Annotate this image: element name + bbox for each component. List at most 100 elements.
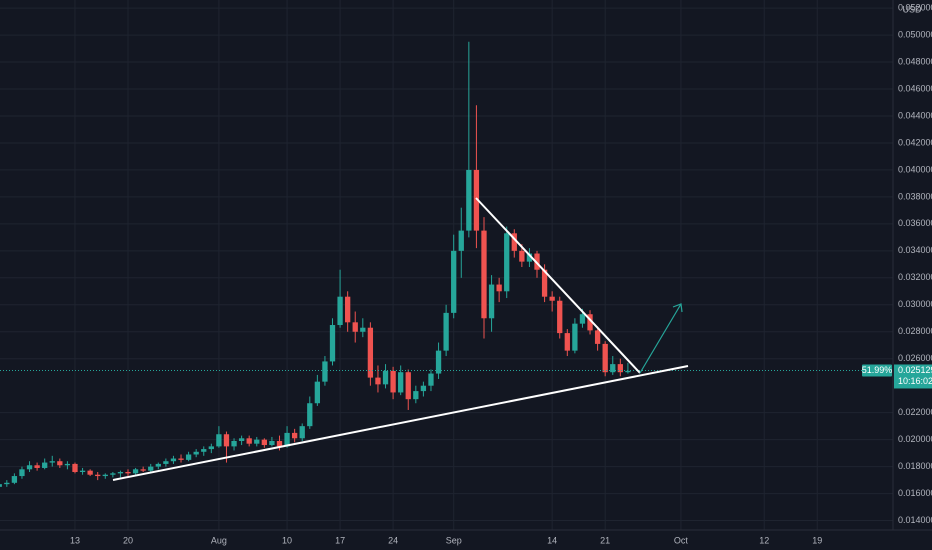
projection-arrow [639, 303, 682, 374]
candle-body [549, 296, 555, 301]
y-tick-label: 0.050000 [898, 29, 932, 39]
candle-body [238, 438, 245, 441]
candle-body [504, 233, 510, 292]
candle-body [125, 472, 131, 474]
y-tick-label: 0.036000 [898, 218, 932, 228]
currency-label: USD [902, 4, 922, 14]
y-tick-label: 0.052000 [898, 2, 932, 12]
candle-body [276, 440, 283, 447]
axes: 0.014000 0.016000 0.018000 0.020000 0.022000… [70, 2, 932, 545]
candle-body [435, 350, 442, 374]
candle-body [185, 454, 192, 460]
candle-body [254, 439, 260, 444]
candle-body [132, 469, 139, 474]
candle-body [572, 323, 578, 351]
x-tick-label: 14 [547, 535, 557, 545]
y-tick-label: 0.028000 [898, 326, 932, 336]
x-tick-label: 13 [70, 535, 80, 545]
candle-body [314, 381, 321, 404]
candle-body [473, 169, 480, 231]
candle-body [541, 269, 548, 297]
candle-body [352, 322, 358, 332]
candle-body [155, 463, 161, 467]
candle-body [102, 474, 108, 477]
x-tick-label: 10 [282, 535, 292, 545]
candle-body [579, 314, 586, 324]
candle-body [337, 296, 343, 326]
candle-body [398, 372, 404, 393]
candle-body [602, 343, 608, 373]
candle-body [587, 314, 593, 331]
candle-body [299, 426, 305, 439]
candle-body [625, 370, 631, 373]
y-tick-label: 0.020000 [898, 434, 932, 444]
candle-body [594, 330, 601, 344]
candle-body [261, 439, 267, 446]
candle-body [19, 469, 25, 477]
price-badge [894, 364, 932, 389]
x-tick-label: 17 [335, 535, 345, 545]
change-label: 51.99% [862, 365, 893, 375]
candle-body [140, 469, 146, 471]
y-tick-label: 0.016000 [898, 488, 932, 498]
candle-body [34, 465, 40, 468]
y-tick-label: 0.042000 [898, 137, 932, 147]
candle-body [564, 333, 570, 351]
y-tick-label: 0.026000 [898, 353, 932, 363]
candle-body [4, 482, 10, 485]
candle-body [64, 463, 71, 466]
candle-body [458, 230, 464, 251]
candle-body [284, 432, 290, 447]
candle-body [557, 300, 563, 334]
candle-body [87, 470, 93, 475]
candle-body [42, 462, 48, 468]
y-tick-label: 0.034000 [898, 245, 932, 255]
candle-body [79, 470, 86, 473]
y-tick-label: 0.022000 [898, 407, 932, 417]
candle-body [178, 458, 184, 460]
candle-body [488, 284, 495, 319]
candle-body [148, 466, 154, 471]
candle-body [360, 327, 366, 332]
y-tick-label: 0.018000 [898, 461, 932, 471]
candle-body [375, 377, 381, 385]
candle-body [117, 472, 124, 474]
candle-body [382, 370, 389, 385]
y-tick-label: 0.032000 [898, 272, 932, 282]
candle-body [193, 451, 199, 455]
candle-body [201, 449, 207, 452]
candle-body [511, 233, 517, 251]
candle-body [11, 476, 18, 483]
x-tick-label: Aug [211, 535, 227, 545]
candle-body [307, 403, 313, 427]
x-tick-label: 21 [600, 535, 610, 545]
candle-body [246, 438, 252, 444]
resistance-trendline [475, 197, 641, 374]
candle-body [0, 484, 2, 487]
candle-body [26, 465, 33, 470]
x-tick-label: 19 [812, 535, 822, 545]
candle-body [496, 284, 502, 292]
candle-body [526, 253, 533, 262]
candle-body [322, 361, 328, 382]
y-tick-label: 0.014000 [898, 515, 932, 525]
candle-body [329, 325, 336, 362]
y-tick-label: 0.030000 [898, 299, 932, 309]
candle-body [269, 440, 275, 446]
last-price-label: 0.025129 [898, 365, 932, 375]
candle-body [610, 364, 616, 373]
candles [0, 41, 893, 487]
candle-body [481, 230, 487, 319]
candle-body [170, 458, 177, 462]
countdown-label: 10:16:02 [898, 376, 932, 386]
change-badge [862, 364, 892, 377]
candle-body [367, 327, 374, 378]
candle-body [466, 169, 472, 231]
candle-body [231, 440, 237, 447]
candle-body [420, 385, 427, 392]
y-tick-label: 0.044000 [898, 110, 932, 120]
x-tick-label: 12 [759, 535, 769, 545]
candle-body [95, 474, 101, 477]
